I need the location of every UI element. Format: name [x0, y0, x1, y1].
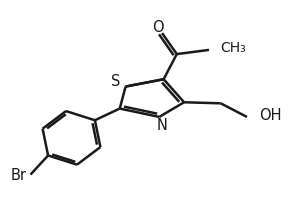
Text: S: S: [111, 74, 120, 89]
Text: O: O: [152, 20, 164, 35]
Text: OH: OH: [259, 108, 282, 123]
Text: CH₃: CH₃: [220, 41, 246, 55]
Text: N: N: [157, 118, 167, 133]
Text: Br: Br: [11, 168, 27, 183]
